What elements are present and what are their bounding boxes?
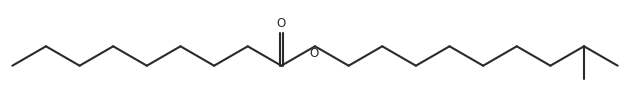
Text: O: O	[309, 47, 318, 60]
Text: O: O	[277, 17, 286, 30]
